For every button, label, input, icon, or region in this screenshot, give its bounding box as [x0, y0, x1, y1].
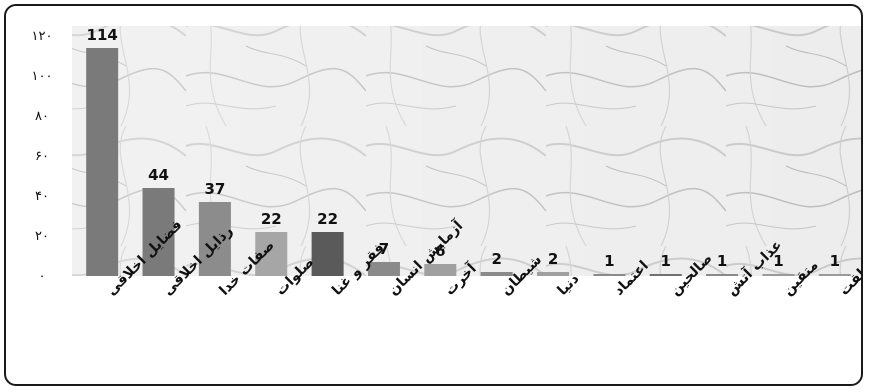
data-label: 1: [604, 252, 614, 270]
bar: [649, 274, 682, 276]
data-label: 22: [261, 210, 282, 228]
chart-frame: ۰ ۲۰ ۴۰ ۶۰ ۸۰ ۱۰۰ ۱۲۰ 114 44 37 22 22 7 6 2 2 1 1 1 1 1 فضا…: [4, 4, 863, 386]
y-tick-label: ۴۰: [35, 189, 49, 204]
bar: [255, 232, 288, 276]
y-tick-label: ۲۰: [35, 229, 49, 244]
y-tick-label: ۸۰: [35, 109, 49, 124]
bar: [706, 274, 739, 276]
y-tick-label: ۱۲۰: [32, 29, 53, 44]
y-axis: ۰ ۲۰ ۴۰ ۶۰ ۸۰ ۱۰۰ ۱۲۰: [32, 29, 53, 284]
bar: [480, 272, 513, 276]
bar: [537, 272, 570, 276]
data-label: 114: [87, 26, 118, 44]
bar: [424, 264, 457, 276]
data-label: 1: [830, 252, 840, 270]
data-label: 44: [148, 166, 169, 184]
data-label: 1: [661, 252, 671, 270]
bar: [198, 202, 231, 276]
bar: [142, 188, 175, 276]
y-tick-label: ۱۰۰: [32, 69, 53, 84]
data-label: 2: [548, 250, 558, 268]
data-label: 2: [491, 250, 501, 268]
data-label: 1: [773, 252, 783, 270]
data-label: 22: [317, 210, 338, 228]
data-label: 7: [379, 240, 389, 258]
bar: [762, 274, 795, 276]
bar: [311, 232, 344, 276]
bar: [86, 48, 119, 276]
data-label: 6: [435, 242, 445, 260]
data-label: 37: [204, 180, 225, 198]
y-tick-label: ۰: [39, 269, 46, 284]
bar: [818, 274, 851, 276]
bar: [593, 274, 626, 276]
bars: [86, 48, 851, 276]
y-tick-label: ۶۰: [35, 149, 49, 164]
data-label: 1: [717, 252, 727, 270]
bar: [367, 262, 400, 276]
